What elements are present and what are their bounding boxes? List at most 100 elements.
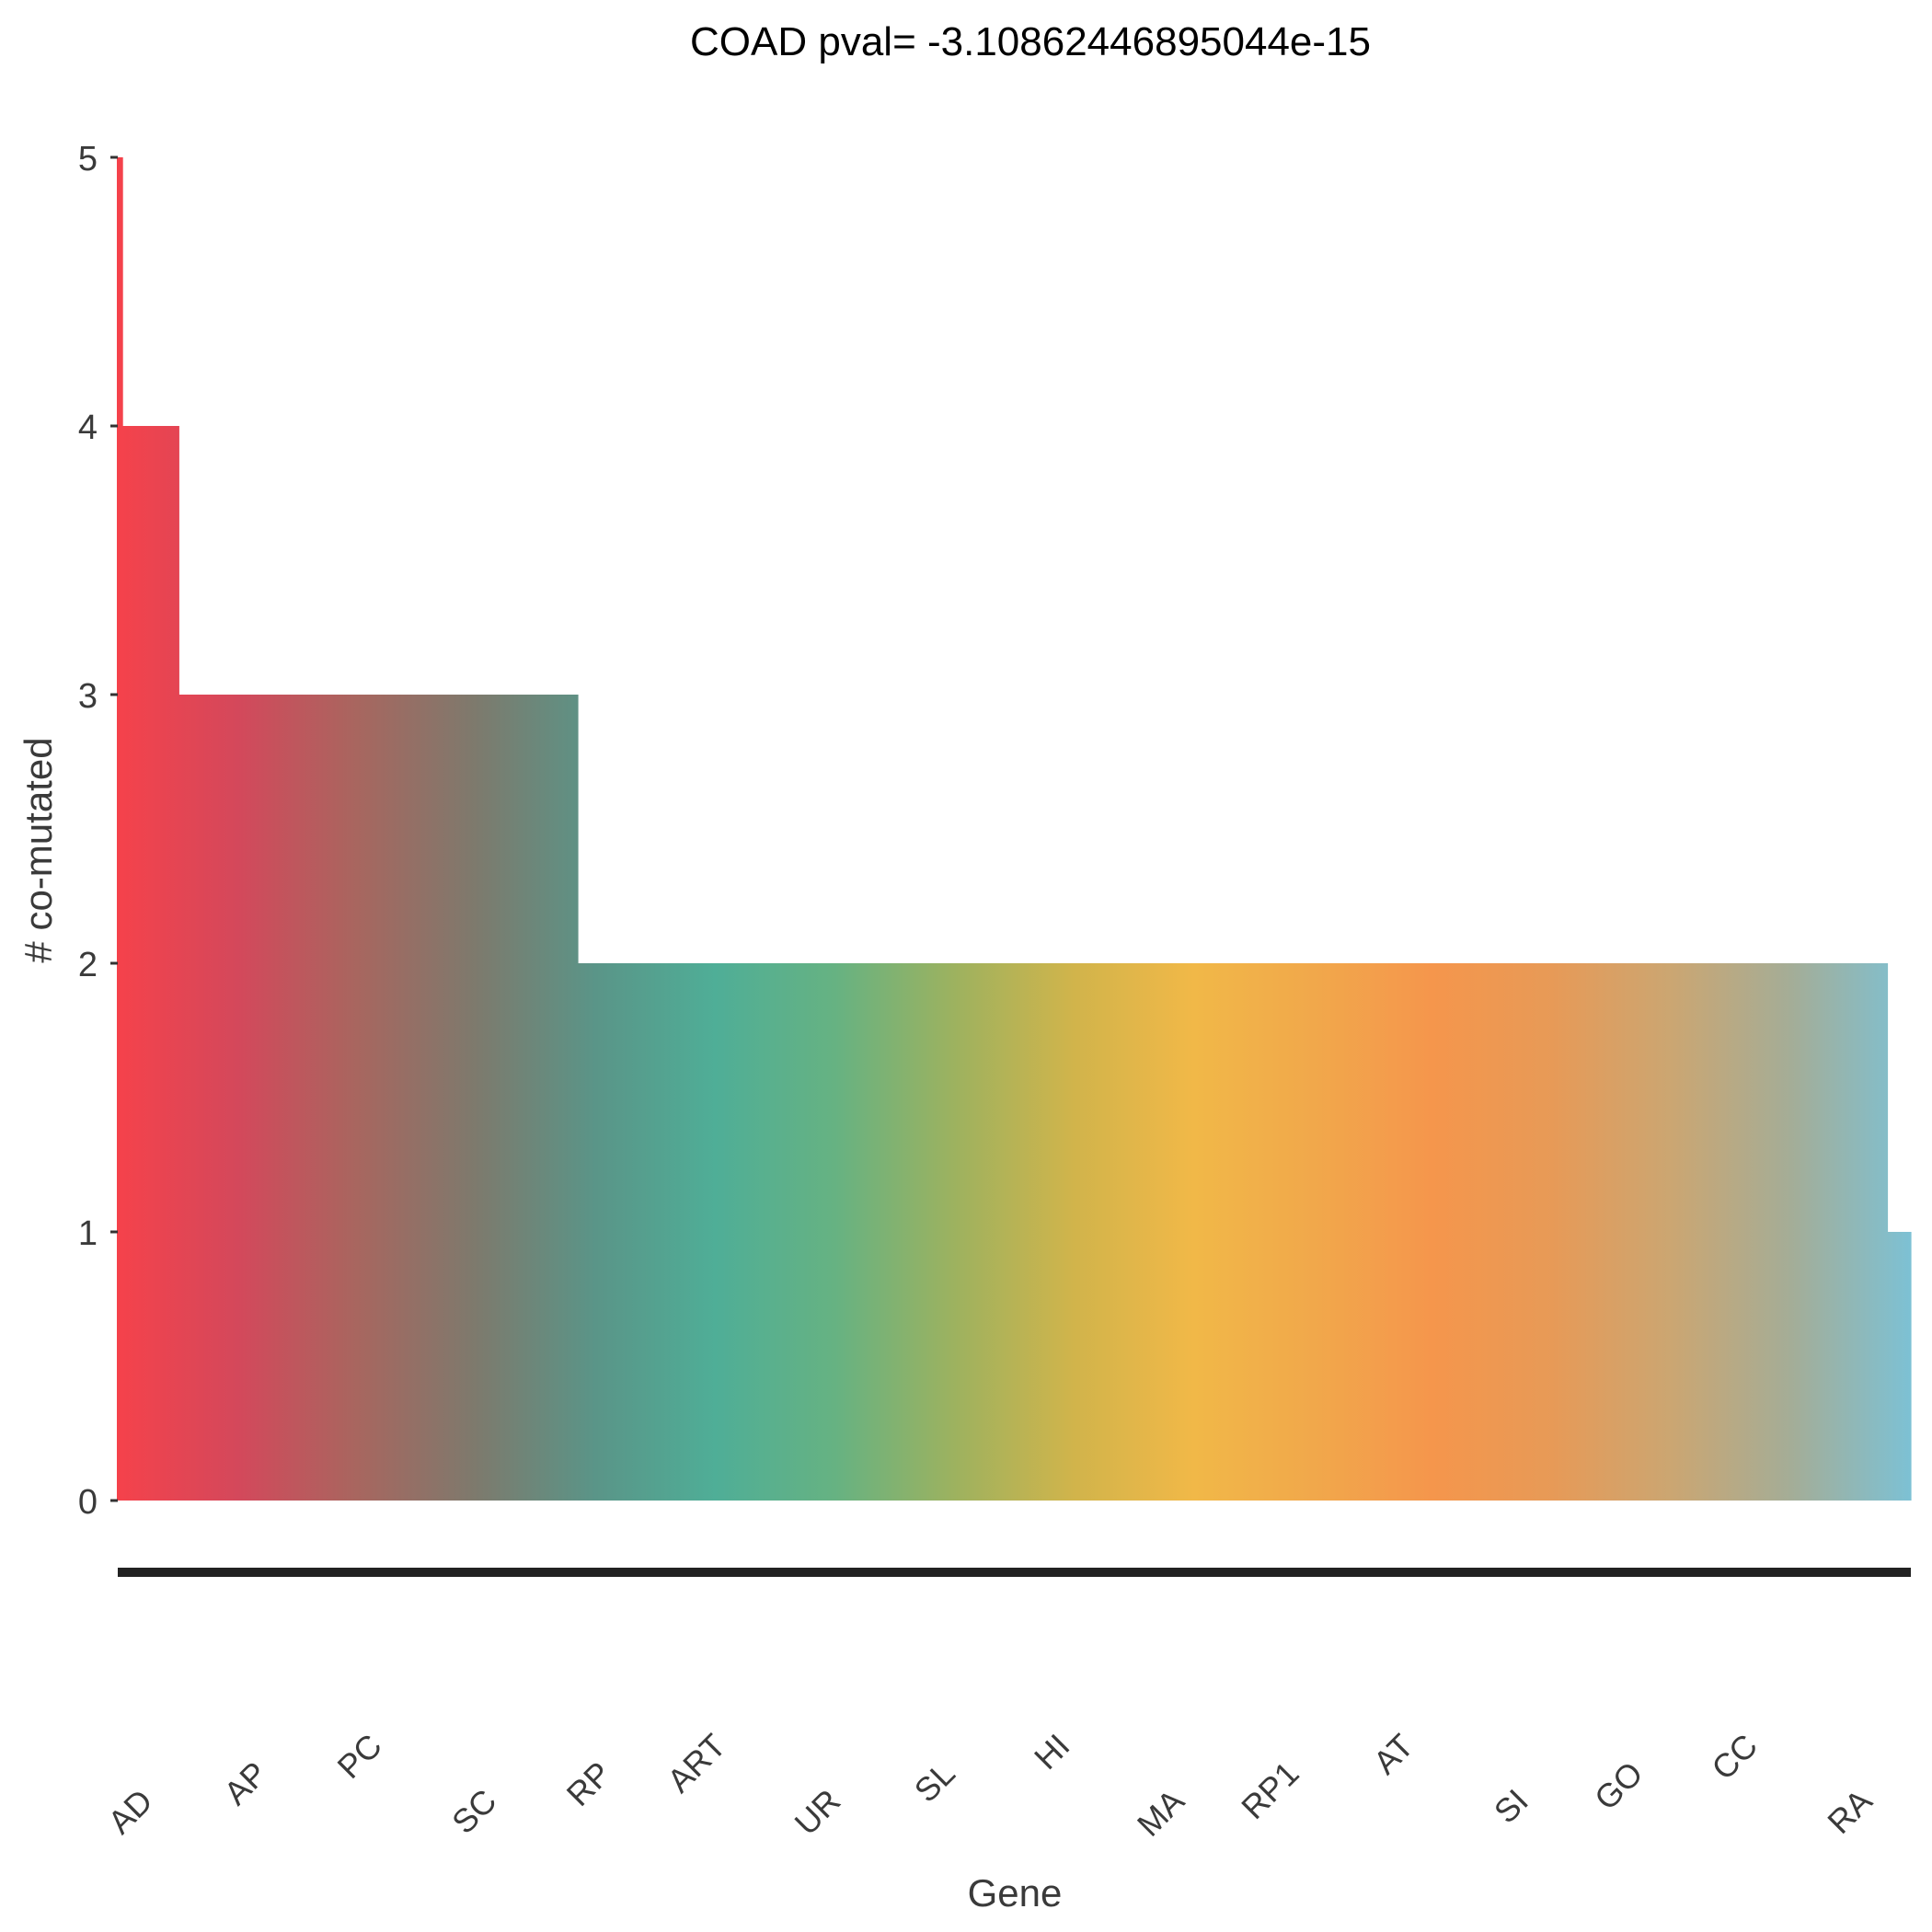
bar	[1413, 963, 1419, 1501]
bar	[990, 963, 996, 1501]
bar	[1253, 963, 1259, 1501]
bar	[399, 695, 405, 1501]
bar	[1450, 963, 1456, 1501]
bar	[455, 695, 462, 1501]
bar	[1746, 963, 1753, 1501]
bar	[713, 963, 719, 1501]
bar	[1014, 963, 1020, 1501]
bar	[159, 426, 166, 1501]
bar	[465, 695, 471, 1501]
bar	[1639, 963, 1644, 1501]
bar	[831, 963, 837, 1501]
bar	[1403, 963, 1409, 1501]
bar	[1704, 963, 1710, 1501]
bar	[1760, 963, 1766, 1501]
bar	[1460, 963, 1466, 1501]
bar	[1896, 1232, 1903, 1501]
bar	[1539, 963, 1546, 1501]
bar	[1197, 963, 1203, 1501]
bar	[1619, 963, 1626, 1501]
bar	[864, 963, 869, 1501]
y-axis-title: # co-mutated	[17, 737, 60, 962]
bar	[404, 695, 409, 1501]
bar	[1586, 963, 1593, 1501]
bar	[1822, 963, 1827, 1501]
bar	[1765, 963, 1771, 1501]
bar	[380, 695, 386, 1501]
bar	[587, 963, 592, 1501]
bar	[348, 695, 353, 1501]
bar	[1324, 963, 1329, 1501]
bar	[530, 695, 536, 1501]
x-tick-label: RP1	[1234, 1754, 1306, 1827]
bar	[1089, 963, 1095, 1501]
bar	[690, 963, 696, 1501]
bar	[1652, 963, 1659, 1501]
bar	[1366, 963, 1372, 1501]
bar	[165, 426, 170, 1501]
bar	[1409, 963, 1414, 1501]
bar	[1244, 963, 1250, 1501]
bar	[1282, 963, 1288, 1501]
bar	[1385, 963, 1391, 1501]
bar	[1173, 963, 1179, 1501]
bar	[967, 963, 973, 1501]
bar	[840, 963, 846, 1501]
bar	[925, 963, 931, 1501]
bar	[1268, 963, 1273, 1501]
bar	[1342, 963, 1349, 1501]
bar	[1319, 963, 1325, 1501]
bar	[201, 695, 208, 1501]
bar	[808, 963, 813, 1501]
bar	[1389, 963, 1396, 1501]
bar	[1465, 963, 1471, 1501]
bar	[150, 426, 156, 1501]
bar	[206, 695, 213, 1501]
bar	[145, 426, 152, 1501]
bar	[943, 963, 949, 1501]
bar	[751, 963, 757, 1501]
x-tick-label: ART	[660, 1727, 732, 1800]
bar	[1098, 963, 1105, 1501]
bar	[1150, 963, 1156, 1501]
bar	[338, 695, 344, 1501]
bar	[855, 963, 860, 1501]
bar	[878, 963, 884, 1501]
bar	[929, 963, 936, 1501]
bar	[1474, 963, 1480, 1501]
bar	[549, 695, 556, 1501]
bar	[1751, 963, 1757, 1501]
bar	[775, 963, 780, 1501]
bar	[362, 695, 368, 1501]
bar	[333, 695, 339, 1501]
bar	[230, 695, 236, 1501]
bar	[1535, 963, 1541, 1501]
bar	[985, 963, 992, 1501]
bar	[1136, 963, 1142, 1501]
bar	[1347, 963, 1353, 1501]
bar	[525, 695, 532, 1501]
bar	[244, 695, 250, 1501]
bar	[648, 963, 654, 1501]
bar	[845, 963, 851, 1501]
bar	[1300, 963, 1306, 1501]
bar	[873, 963, 880, 1501]
y-tick-label: 2	[78, 946, 98, 984]
bar	[1305, 963, 1311, 1501]
bar	[268, 695, 273, 1501]
bar	[1610, 963, 1616, 1501]
bar	[389, 695, 396, 1501]
bar	[1831, 963, 1836, 1501]
bar	[1108, 963, 1114, 1501]
bar	[596, 963, 603, 1501]
bar	[1262, 963, 1269, 1501]
x-tick-label: RP	[559, 1754, 618, 1813]
bar	[755, 963, 762, 1501]
bar	[1525, 963, 1532, 1501]
x-tick-label: SC	[444, 1782, 503, 1841]
y-tick-label: 4	[78, 408, 98, 447]
bar	[1713, 963, 1719, 1501]
bar	[1132, 963, 1137, 1501]
bar	[708, 963, 715, 1501]
bar	[1873, 963, 1879, 1501]
